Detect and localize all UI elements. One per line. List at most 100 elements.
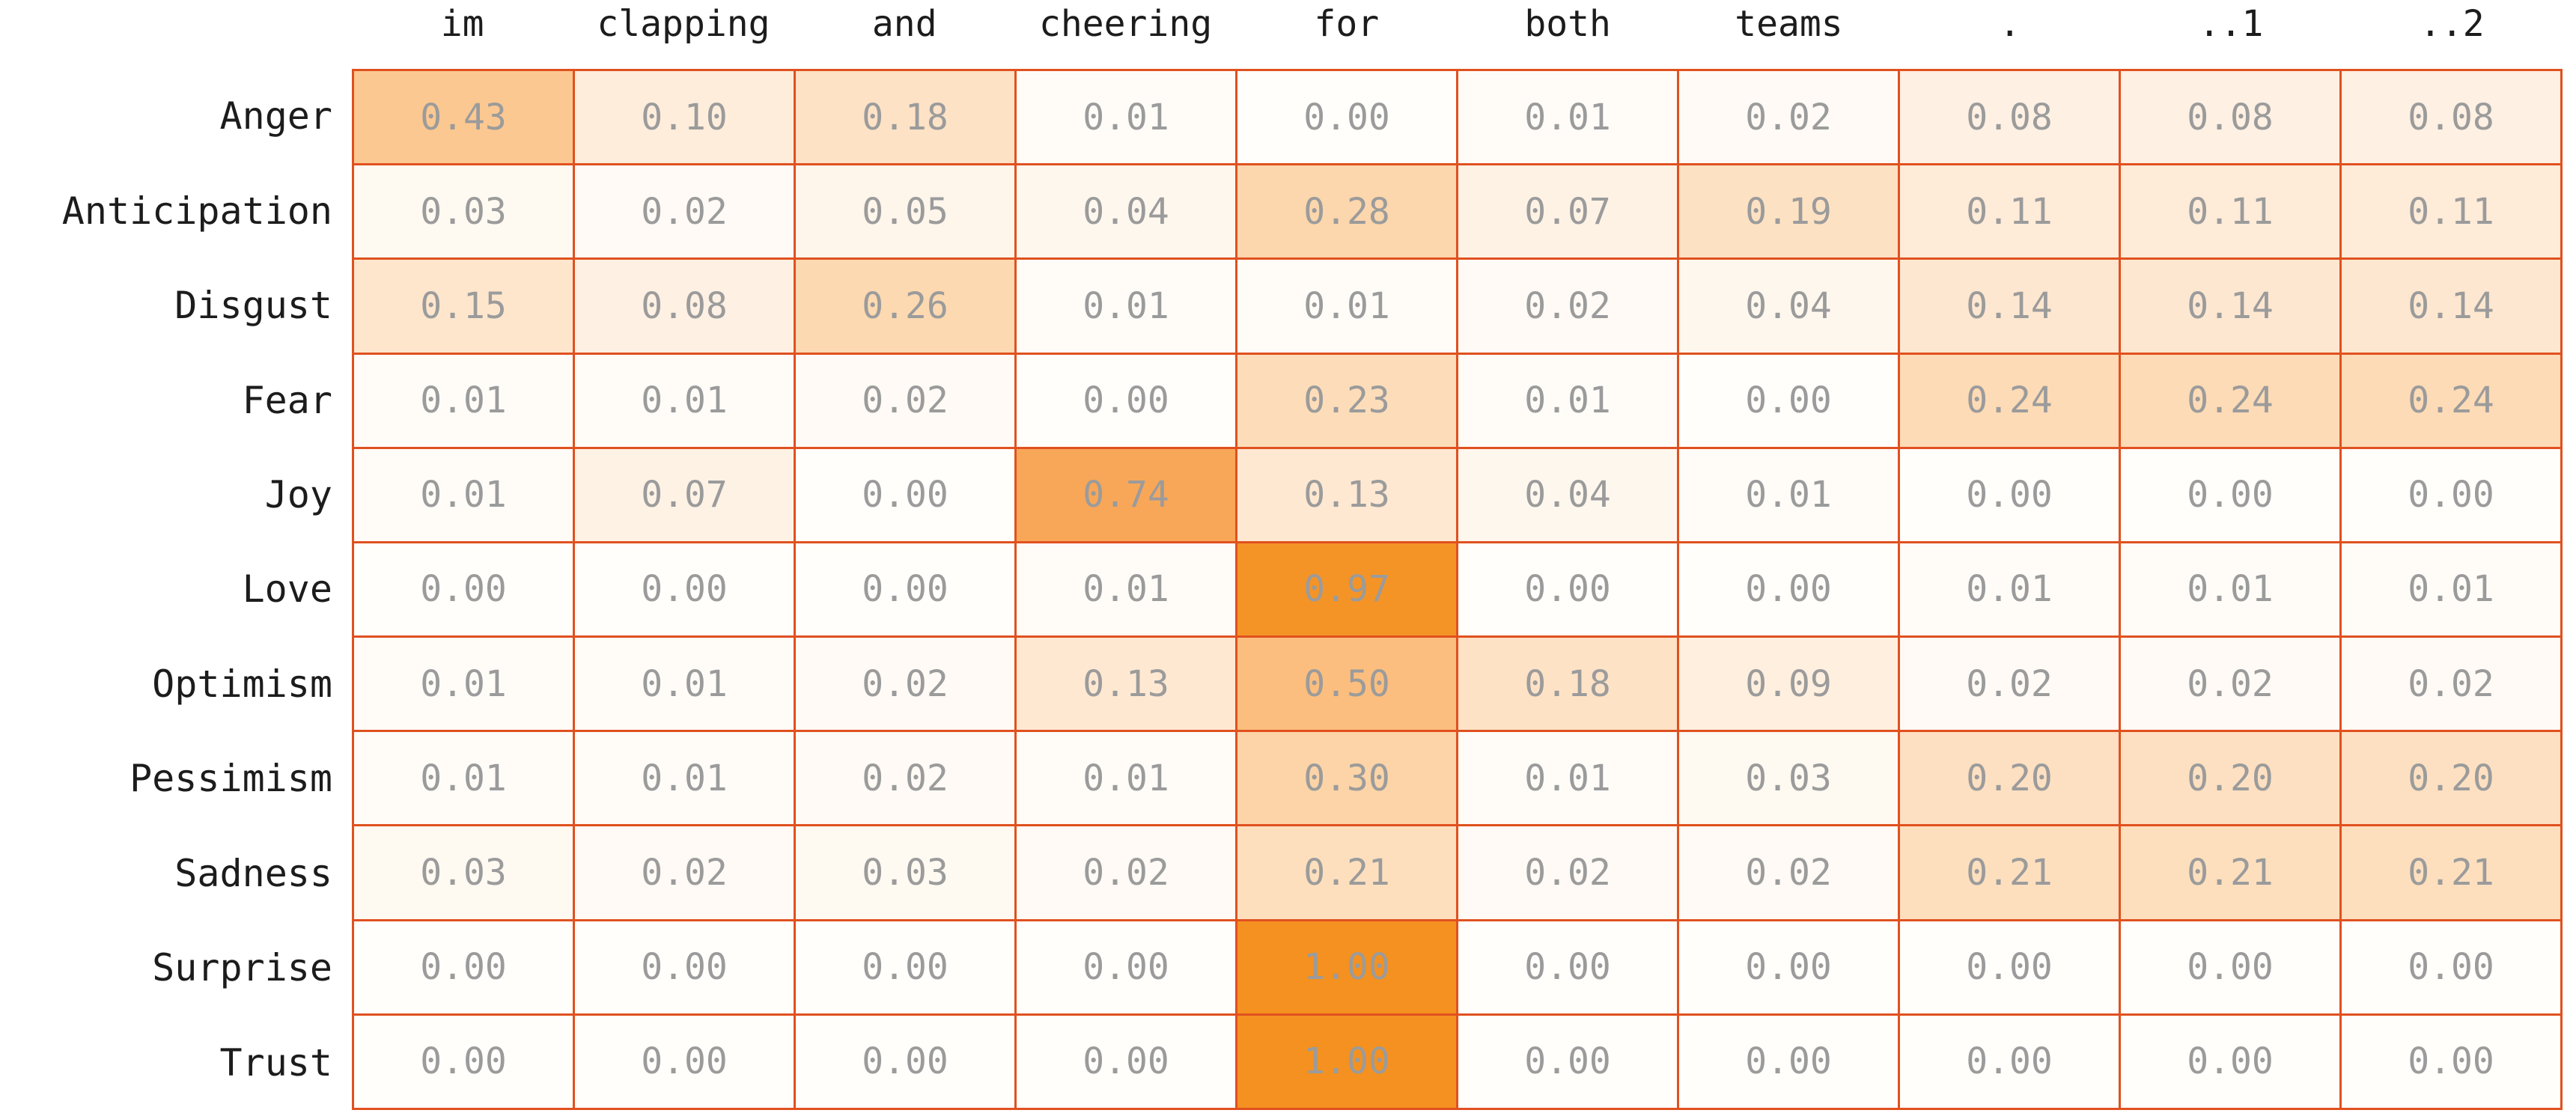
column-header: and xyxy=(871,3,937,45)
heatmap-cell: 0.18 xyxy=(1458,638,1677,731)
heatmap-cell: 0.02 xyxy=(796,732,1014,825)
heatmap-cell: 0.07 xyxy=(575,448,794,541)
row-label: Fear xyxy=(242,378,332,422)
heatmap-cell: 0.00 xyxy=(1900,1015,2119,1108)
heatmap-cell: 0.03 xyxy=(1679,732,1898,825)
row-label: Anger xyxy=(219,94,332,138)
heatmap-cell: 0.00 xyxy=(1458,1015,1677,1108)
heatmap-cell: 0.13 xyxy=(1237,448,1456,541)
heatmap-cell: 0.13 xyxy=(1017,638,1235,731)
heatmap-cell: 0.00 xyxy=(1017,354,1235,447)
heatmap-cell: 1.00 xyxy=(1237,921,1456,1013)
heatmap-cell: 0.00 xyxy=(2121,448,2339,541)
heatmap-cell: 0.18 xyxy=(796,71,1014,164)
column-header: for xyxy=(1314,3,1380,45)
row-label: Joy xyxy=(264,473,332,517)
heatmap-cell: 0.00 xyxy=(796,921,1014,1013)
heatmap-cell: 0.00 xyxy=(1679,354,1898,447)
heatmap-cell: 0.02 xyxy=(2342,638,2560,731)
heatmap-cell: 0.01 xyxy=(1017,732,1235,825)
heatmap-cell: 0.19 xyxy=(1679,165,1898,258)
heatmap-cell: 0.01 xyxy=(1679,448,1898,541)
heatmap-cell: 0.00 xyxy=(1458,921,1677,1013)
heatmap-cell: 0.08 xyxy=(2342,71,2560,164)
heatmap-cell: 0.20 xyxy=(2342,732,2560,825)
heatmap-cell: 0.03 xyxy=(354,826,573,919)
heatmap-cell: 0.02 xyxy=(1017,826,1235,919)
heatmap-cell: 0.08 xyxy=(2121,71,2339,164)
heatmap-cell: 0.11 xyxy=(2342,165,2560,258)
heatmap-cell: 0.00 xyxy=(354,921,573,1013)
row-label: Optimism xyxy=(152,662,332,706)
heatmap-cell: 0.08 xyxy=(1900,71,2119,164)
heatmap-cell: 0.00 xyxy=(2342,1015,2560,1108)
heatmap-cell: 0.01 xyxy=(354,638,573,731)
heatmap-cell: 0.02 xyxy=(575,165,794,258)
heatmap-cell: 0.10 xyxy=(575,71,794,164)
column-header: im xyxy=(440,3,484,45)
heatmap-cell: 0.02 xyxy=(1679,71,1898,164)
row-label: Trust xyxy=(219,1040,332,1085)
heatmap-cell: 0.14 xyxy=(2121,260,2339,353)
heatmap-cell: 0.01 xyxy=(354,354,573,447)
heatmap-cell: 0.00 xyxy=(354,1015,573,1108)
heatmap-cell: 0.01 xyxy=(1017,543,1235,636)
column-headers: im clapping and cheering for both teams. ..1 ..2 xyxy=(352,0,2563,69)
column-header: both xyxy=(1524,3,1611,45)
heatmap-cell: 0.00 xyxy=(2342,921,2560,1013)
heatmap-cell: 0.11 xyxy=(2121,165,2339,258)
heatmap-cell: 0.97 xyxy=(1237,543,1456,636)
column-header: cheering xyxy=(1038,3,1213,45)
column-header: ..1 xyxy=(2198,3,2264,45)
heatmap-cell: 0.00 xyxy=(1017,921,1235,1013)
heatmap-cell: 0.03 xyxy=(354,165,573,258)
heatmap-cell: 0.07 xyxy=(1458,165,1677,258)
heatmap-cell: 0.05 xyxy=(796,165,1014,258)
heatmap-cell: 0.24 xyxy=(2342,354,2560,447)
heatmap-cell: 0.03 xyxy=(796,826,1014,919)
heatmap-cell: 0.01 xyxy=(1458,354,1677,447)
heatmap-cell: 0.20 xyxy=(2121,732,2339,825)
heatmap-cell: 0.00 xyxy=(1458,543,1677,636)
heatmap-cell: 0.00 xyxy=(796,543,1014,636)
heatmap-cell: 0.30 xyxy=(1237,732,1456,825)
heatmap-cell: 0.00 xyxy=(1679,1015,1898,1108)
heatmap-grid: 0.43 0.10 0.18 0.01 0.00 0.01 0.02 0.08 0.08 0.08… xyxy=(352,69,2563,1110)
heatmap-cell: 0.09 xyxy=(1679,638,1898,731)
heatmap-cell: 0.08 xyxy=(575,260,794,353)
column-header: clapping xyxy=(597,3,770,45)
heatmap-cell: 0.11 xyxy=(1900,165,2119,258)
heatmap-cell: 0.00 xyxy=(2121,1015,2339,1108)
row-label: Sadness xyxy=(174,851,332,895)
heatmap-cell: 0.02 xyxy=(1900,638,2119,731)
heatmap-cell: 0.15 xyxy=(354,260,573,353)
heatmap-cell: 0.00 xyxy=(575,543,794,636)
heatmap-cell: 0.28 xyxy=(1237,165,1456,258)
row-label: Disgust xyxy=(174,284,332,328)
heatmap-cell: 0.00 xyxy=(1017,1015,1235,1108)
row-label: Anticipation xyxy=(61,189,332,233)
heatmap-cell: 0.14 xyxy=(2342,260,2560,353)
heatmap-cell: 0.00 xyxy=(2121,921,2339,1013)
heatmap-cell: 0.01 xyxy=(1017,260,1235,353)
heatmap-cell: 0.50 xyxy=(1237,638,1456,731)
heatmap-cell: 0.02 xyxy=(2121,638,2339,731)
heatmap-cell: 0.00 xyxy=(575,1015,794,1108)
heatmap-cell: 0.21 xyxy=(1900,826,2119,919)
heatmap-cell: 0.74 xyxy=(1017,448,1235,541)
heatmap-cell: 0.01 xyxy=(575,354,794,447)
heatmap-cell: 0.01 xyxy=(1458,732,1677,825)
heatmap-cell: 0.00 xyxy=(1237,71,1456,164)
row-label: Love xyxy=(242,567,332,612)
heatmap-cell: 0.23 xyxy=(1237,354,1456,447)
heatmap-cell: 0.01 xyxy=(354,448,573,541)
heatmap-cell: 0.01 xyxy=(2121,543,2339,636)
heatmap-cell: 0.01 xyxy=(1237,260,1456,353)
heatmap-cell: 0.43 xyxy=(354,71,573,164)
heatmap-cell: 0.02 xyxy=(796,638,1014,731)
heatmap-cell: 0.00 xyxy=(796,448,1014,541)
heatmap-cell: 0.00 xyxy=(1679,921,1898,1013)
heatmap-cell: 0.24 xyxy=(2121,354,2339,447)
heatmap-cell: 0.20 xyxy=(1900,732,2119,825)
heatmap-cell: 0.01 xyxy=(2342,543,2560,636)
